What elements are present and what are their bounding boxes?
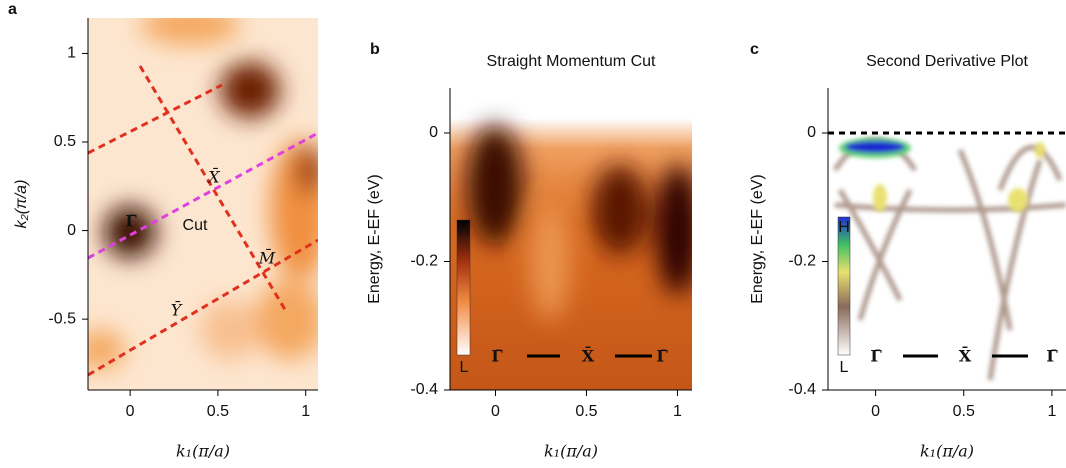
point-label: Cut [183,217,208,234]
y-tick-label: 0 [429,124,438,141]
path-label: X̄ [582,346,595,366]
y-tick-label: 0 [807,124,816,141]
panel-label: c [750,41,759,58]
k-space-map [88,18,318,390]
x-tick-label: 1 [673,403,682,420]
path-label: Γ̄ [491,347,503,366]
x-tick-label: 1 [1047,403,1056,420]
x-tick-label: 0 [491,403,500,420]
panel-label: a [8,1,17,18]
y-tick-label: -0.2 [788,253,816,270]
colorbar-label: L [460,359,469,376]
y-tick-label: 0.5 [54,133,76,150]
y-axis-label: Energy, E-EF (eV) [366,174,383,304]
point-label: Ȳ [171,300,183,320]
y-axis-label: Energy, E-EF (eV) [749,174,766,304]
y-axis-label: k₂(π/a) [13,180,30,229]
path-label: X̄ [959,346,972,366]
path-label: Γ̄ [870,347,882,366]
x-axis-label: k₁(π/a) [544,442,598,461]
colorbar-label: H [458,221,470,238]
panel-title: Second Derivative Plot [866,53,1028,70]
y-tick-label: 1 [67,45,76,62]
colorbar-label: L [840,359,849,376]
x-tick-label: 0 [126,403,135,420]
y-tick-label: -0.4 [788,381,816,398]
y-tick-label: -0.4 [410,381,438,398]
x-tick-label: 0.5 [575,403,597,420]
y-tick-label: 0 [67,222,76,239]
second-derivative-image [828,88,1066,390]
x-axis-label: k₁(π/a) [920,442,974,461]
x-tick-label: 0 [871,403,880,420]
y-tick-label: -0.2 [410,253,438,270]
path-label: Γ̄ [1046,347,1058,366]
point-label: M̄ [258,247,276,268]
colorbar-label: H [838,219,850,236]
panel-title: Straight Momentum Cut [487,53,657,70]
point-label: X̄ [206,166,220,187]
x-axis-label: k₁(π/a) [176,442,230,461]
y-tick-label: -0.5 [48,310,76,327]
momentum-cut-image [450,88,692,390]
x-tick-label: 0.5 [953,403,975,420]
point-label: Γ̄ [125,212,137,231]
path-label: Γ̄ [656,347,668,366]
x-tick-label: 0.5 [207,403,229,420]
panel-label: b [370,41,380,58]
x-tick-label: 1 [301,403,310,420]
